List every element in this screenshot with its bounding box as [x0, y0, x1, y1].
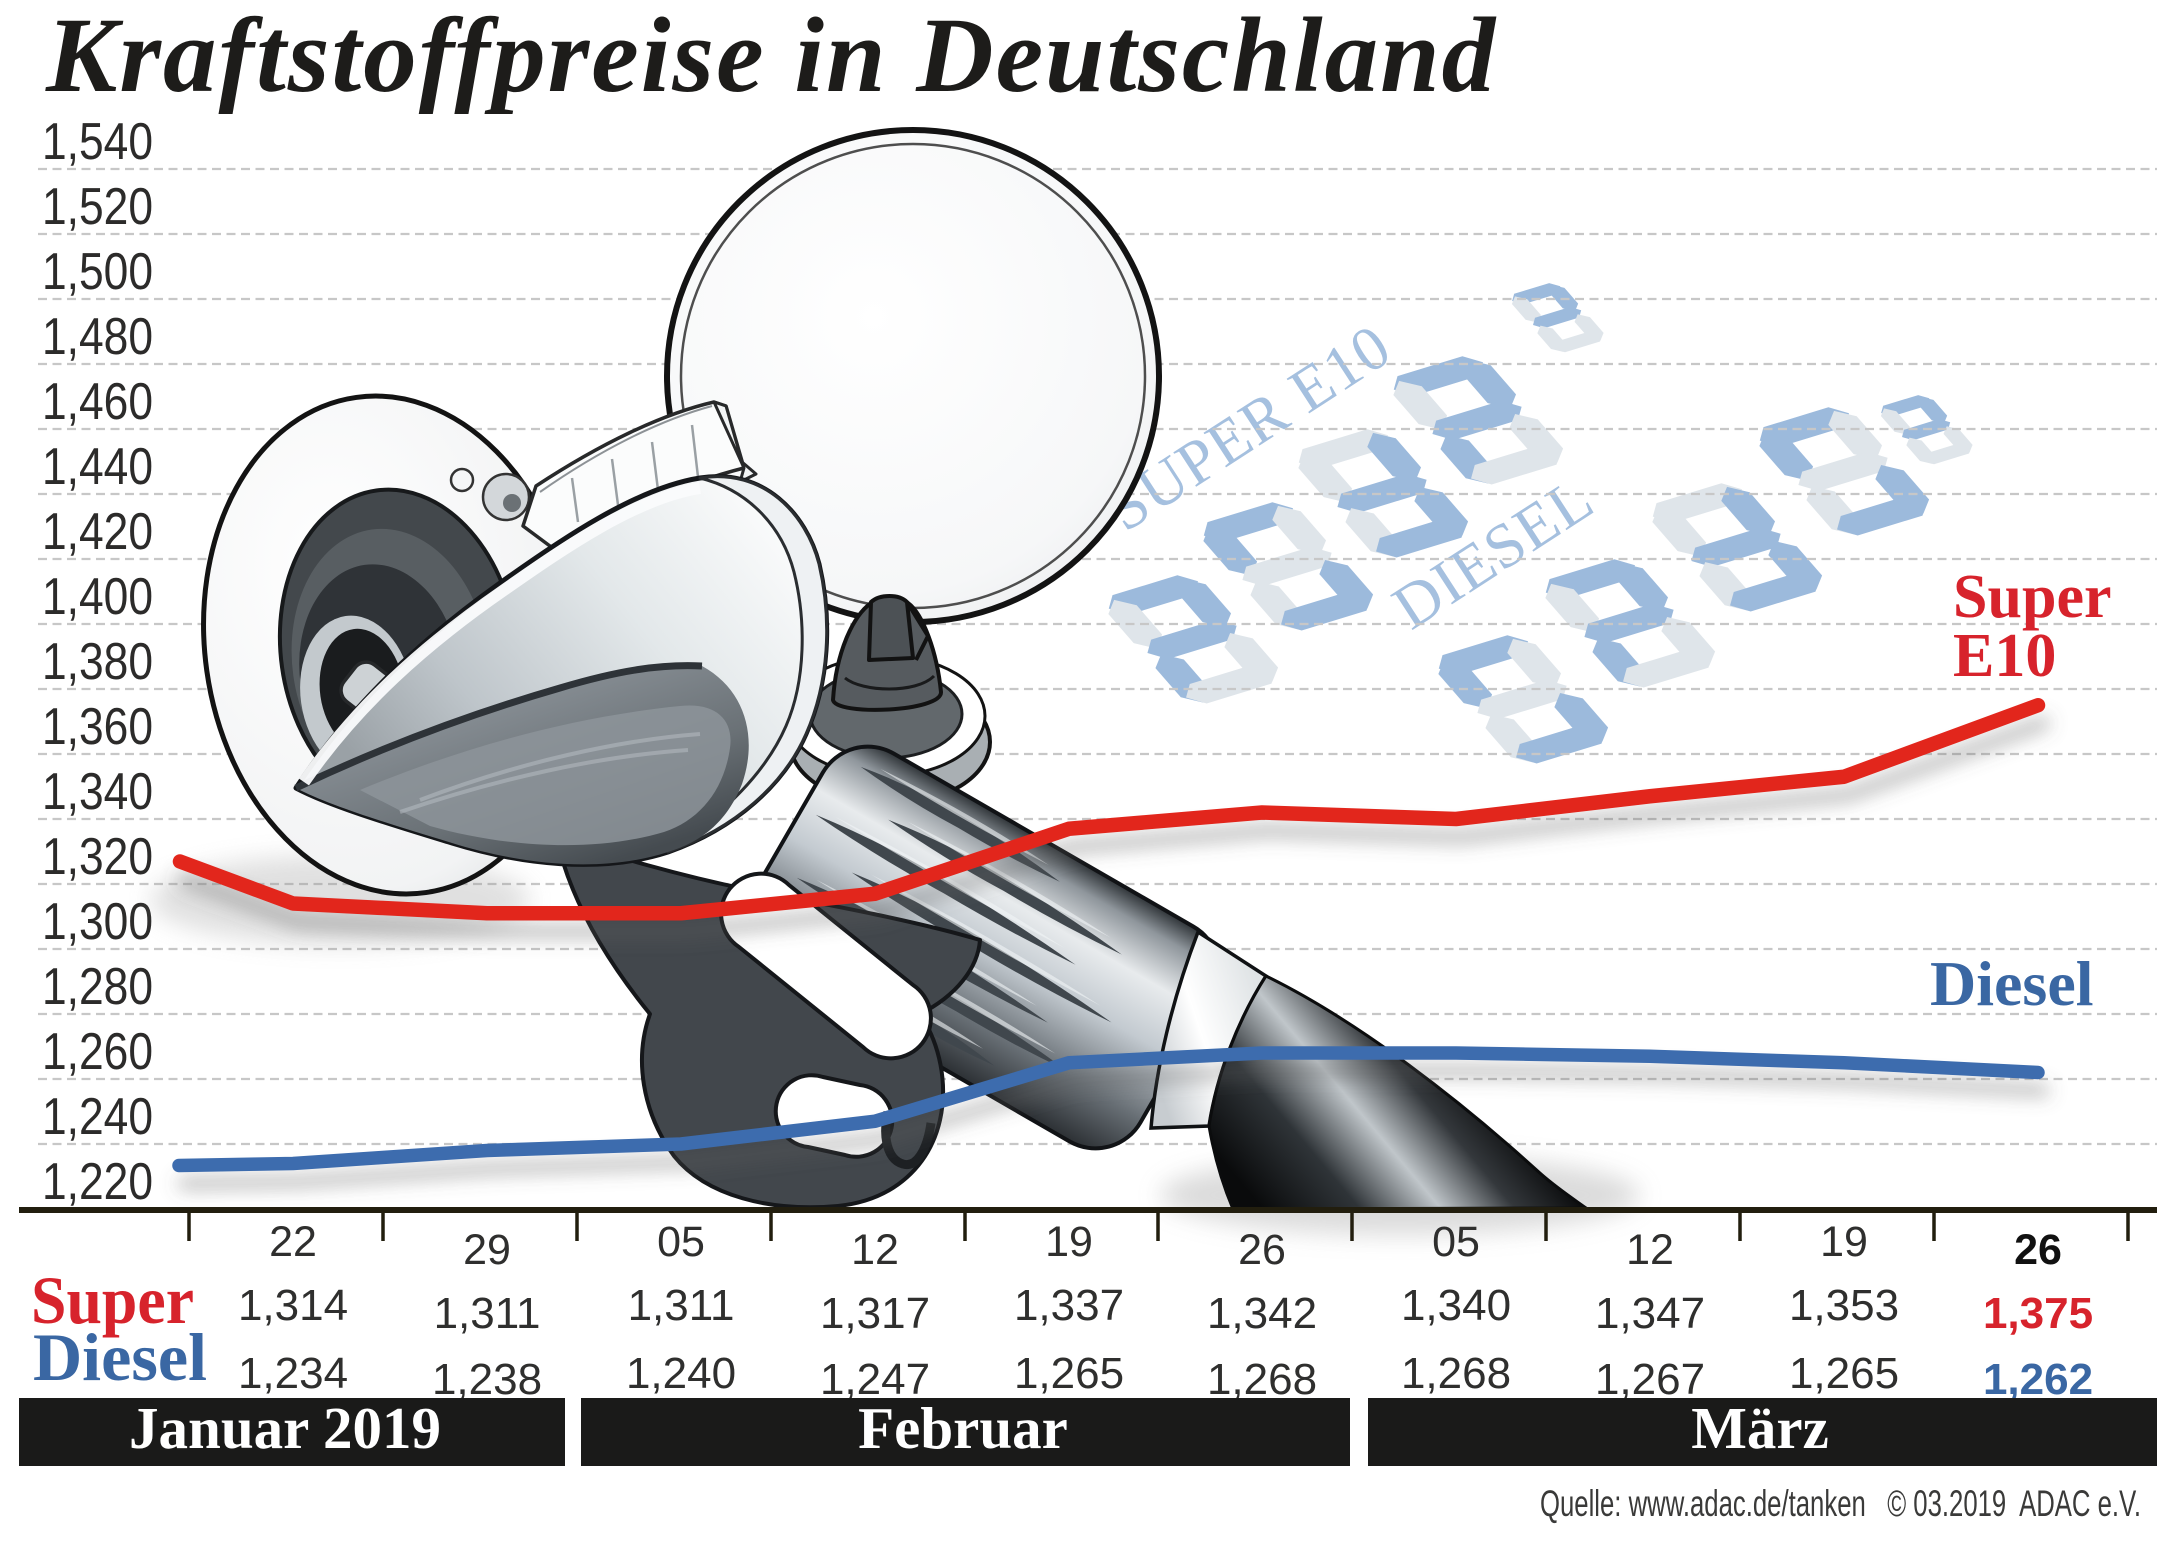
svg-text:1,240: 1,240	[626, 1349, 736, 1398]
svg-text:1,440: 1,440	[42, 438, 153, 496]
svg-text:1,320: 1,320	[42, 828, 153, 886]
svg-text:12: 12	[1626, 1226, 1674, 1274]
svg-text:22: 22	[269, 1218, 317, 1266]
svg-text:1,311: 1,311	[434, 1289, 541, 1338]
svg-text:1,375: 1,375	[1983, 1289, 2093, 1338]
svg-text:1,300: 1,300	[42, 893, 153, 951]
svg-text:1,520: 1,520	[42, 178, 153, 236]
svg-text:1,260: 1,260	[42, 1023, 153, 1081]
svg-text:1,234: 1,234	[238, 1349, 348, 1398]
svg-text:1,268: 1,268	[1207, 1355, 1317, 1404]
svg-text:1,460: 1,460	[42, 373, 153, 431]
svg-text:E10: E10	[1953, 622, 2056, 690]
svg-text:1,340: 1,340	[42, 763, 153, 821]
svg-text:1,311: 1,311	[628, 1281, 735, 1330]
svg-text:1,337: 1,337	[1014, 1281, 1124, 1330]
svg-text:Februar: Februar	[858, 1395, 1068, 1461]
svg-text:1,400: 1,400	[42, 568, 153, 626]
svg-text:1,267: 1,267	[1595, 1355, 1705, 1404]
svg-text:1,240: 1,240	[42, 1088, 153, 1146]
svg-text:Quelle: www.adac.de/tanken ©: Quelle: www.adac.de/tanken © 03.2019 ADA…	[1540, 1483, 2141, 1524]
svg-text:1,314: 1,314	[238, 1281, 348, 1330]
svg-text:1,353: 1,353	[1789, 1281, 1899, 1330]
svg-text:05: 05	[657, 1218, 705, 1266]
svg-text:1,265: 1,265	[1789, 1349, 1899, 1398]
svg-text:Kraftstoffpreise in Deutschlan: Kraftstoffpreise in Deutschland	[45, 0, 1497, 115]
svg-text:Super: Super	[31, 1262, 194, 1338]
svg-text:26: 26	[1238, 1226, 1286, 1274]
svg-text:1,268: 1,268	[1401, 1349, 1511, 1398]
svg-text:Diesel: Diesel	[33, 1319, 207, 1395]
svg-text:12: 12	[851, 1226, 899, 1274]
svg-text:1,500: 1,500	[42, 243, 153, 301]
svg-text:1,265: 1,265	[1014, 1349, 1124, 1398]
svg-text:1,238: 1,238	[432, 1355, 542, 1404]
svg-text:26: 26	[2014, 1226, 2062, 1274]
svg-text:1,420: 1,420	[42, 503, 153, 561]
svg-text:1,262: 1,262	[1983, 1355, 2093, 1404]
svg-text:19: 19	[1820, 1218, 1868, 1266]
svg-text:1,220: 1,220	[42, 1153, 153, 1211]
svg-text:1,342: 1,342	[1207, 1289, 1317, 1338]
svg-text:1,380: 1,380	[42, 633, 153, 691]
svg-text:März: März	[1691, 1395, 1829, 1461]
svg-text:1,480: 1,480	[42, 308, 153, 366]
svg-text:Super: Super	[1953, 563, 2111, 631]
svg-text:29: 29	[463, 1226, 511, 1274]
svg-text:1,247: 1,247	[820, 1355, 930, 1404]
svg-text:1,540: 1,540	[42, 113, 153, 171]
svg-text:1,340: 1,340	[1401, 1281, 1511, 1330]
svg-text:Diesel: Diesel	[1930, 948, 2094, 1019]
svg-text:1,360: 1,360	[42, 698, 153, 756]
svg-text:05: 05	[1432, 1218, 1480, 1266]
svg-text:1,317: 1,317	[820, 1289, 930, 1338]
svg-text:1,347: 1,347	[1595, 1289, 1705, 1338]
svg-text:19: 19	[1045, 1218, 1093, 1266]
svg-text:Januar 2019: Januar 2019	[129, 1395, 441, 1461]
svg-text:1,280: 1,280	[42, 958, 153, 1016]
